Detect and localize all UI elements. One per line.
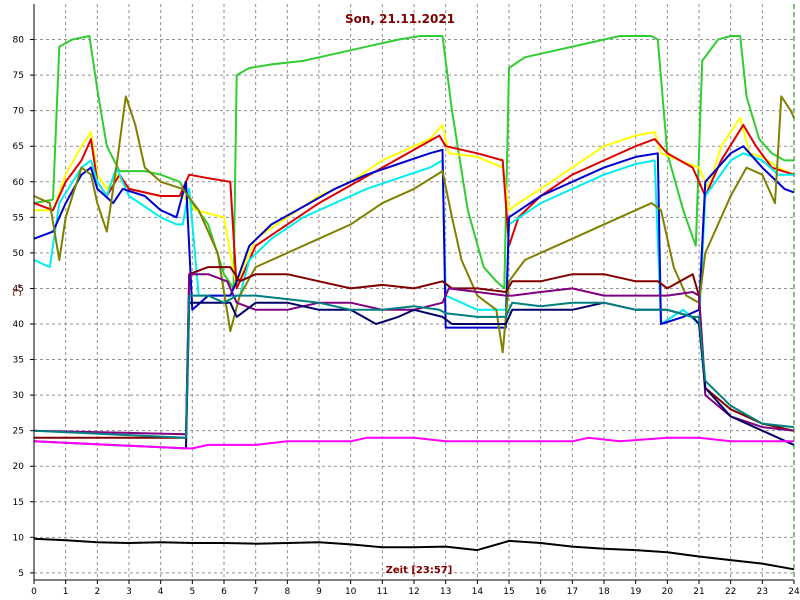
x-tick-label: 17	[567, 587, 578, 597]
x-tick-label: 23	[757, 587, 768, 597]
y-tick-label: 80	[13, 36, 25, 46]
x-axis-label: Zeit [23:57]	[386, 565, 453, 576]
x-tick-label: 1	[63, 587, 69, 597]
x-tick-label: 21	[693, 587, 704, 597]
x-tick-label: 8	[284, 587, 290, 597]
y-tick-label: 60	[13, 178, 25, 188]
x-tick-label: 12	[408, 587, 419, 597]
x-tick-label: 14	[472, 587, 484, 597]
y-tick-label: 15	[13, 498, 24, 508]
series-lines	[33, 35, 795, 571]
y-axis-label: °C	[10, 283, 23, 297]
x-tick-label: 9	[316, 587, 322, 597]
x-tick-label: 20	[662, 587, 674, 597]
series-line-8	[33, 273, 795, 436]
x-tick-label: 10	[345, 587, 357, 597]
y-tick-label: 40	[13, 320, 25, 330]
series-line-1	[33, 35, 794, 290]
x-tick-label: 13	[440, 587, 451, 597]
y-tick-label: 25	[13, 427, 24, 437]
series-line-12	[33, 537, 795, 571]
y-tick-label: 70	[13, 107, 25, 117]
y-tick-label: 5	[18, 569, 24, 579]
x-tick-label: 16	[535, 587, 547, 597]
x-tick-label: 5	[189, 587, 195, 597]
x-tick-label: 0	[31, 587, 37, 597]
series-line-11	[33, 436, 794, 450]
y-tick-labels: 5 10 15 20 25 30 35 40 45 50 55 60 65 70 75 80	[13, 36, 34, 579]
y-tick-label: 55	[13, 213, 24, 223]
y-tick-label: 45	[13, 284, 24, 294]
y-tick-label: 75	[13, 71, 24, 81]
x-tick-label: 18	[598, 587, 610, 597]
grid-lines	[34, 4, 794, 580]
x-tick-label: 2	[94, 587, 100, 597]
x-tick-label: 11	[377, 587, 388, 597]
y-tick-label: 65	[13, 142, 24, 152]
x-tick-label: 22	[725, 587, 736, 597]
x-tick-labels: 0 1 2 3 4 5 6 7 8 9 10 11 12 13 14 15 16 17 18 19 20 21 22 23 24	[31, 580, 800, 597]
y-tick-label: 30	[13, 391, 25, 401]
series-line-9	[33, 301, 795, 450]
y-tick-label: 50	[13, 249, 25, 259]
series-line-2	[34, 116, 795, 290]
x-tick-label: 15	[503, 587, 514, 597]
series-line-7	[34, 266, 795, 439]
x-tick-label: 6	[221, 587, 227, 597]
y-tick-label: 20	[13, 462, 25, 472]
x-tick-label: 19	[630, 587, 642, 597]
series-line-10	[33, 294, 795, 439]
x-tick-label: 7	[253, 587, 259, 597]
series-line-6	[33, 95, 795, 354]
x-tick-label: 3	[126, 587, 132, 597]
y-tick-label: 10	[13, 533, 25, 543]
chart-title: Son, 21.11.2021	[345, 12, 455, 26]
series-line-3	[33, 123, 795, 290]
x-tick-label: 24	[788, 587, 800, 597]
x-tick-label: 4	[158, 587, 164, 597]
y-tick-label: 35	[13, 356, 24, 366]
